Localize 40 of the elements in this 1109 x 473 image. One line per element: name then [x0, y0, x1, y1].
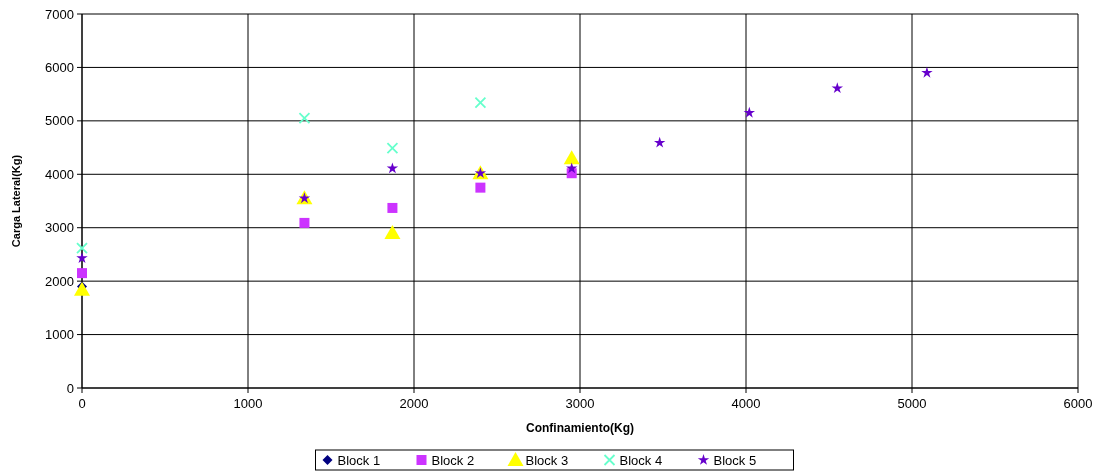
point	[743, 106, 756, 118]
y-tick-label: 1000	[45, 327, 74, 343]
y-tick-label: 4000	[45, 166, 74, 182]
point	[298, 112, 311, 125]
point	[74, 281, 90, 296]
y-tick-label: 2000	[45, 273, 74, 289]
x-tick-label: 1000	[233, 396, 263, 411]
legend-label: Block 3	[525, 452, 569, 468]
x-tick-label: 6000	[1063, 396, 1093, 411]
point	[386, 142, 399, 155]
point	[76, 252, 88, 264]
x-tick-label: 3000	[565, 396, 595, 411]
x-tick-label: 2000	[399, 396, 429, 411]
legend-label: Block 2	[431, 452, 475, 468]
point	[475, 182, 486, 193]
point	[386, 162, 399, 174]
point	[831, 82, 844, 94]
point	[384, 225, 401, 240]
point	[77, 268, 87, 279]
legend-label: Block 5	[713, 452, 757, 468]
x-tick-label: 0	[78, 396, 86, 411]
y-tick-label: 6000	[45, 59, 74, 75]
y-tick-label: 3000	[45, 220, 74, 236]
point	[565, 162, 578, 174]
point	[921, 66, 933, 78]
legend-label: Block 4	[619, 452, 663, 468]
y-axis-title: Carga Lateral(Kg)	[10, 154, 22, 248]
legend-label: Block 1	[337, 452, 381, 468]
y-tick-label: 7000	[45, 6, 74, 22]
point	[76, 242, 88, 254]
point	[299, 217, 310, 228]
x-axis-title: Confinamiento(Kg)	[526, 421, 634, 435]
y-tick-label: 5000	[45, 113, 74, 129]
y-tick-label: 0	[66, 380, 74, 396]
point	[653, 136, 666, 148]
x-tick-label: 4000	[731, 396, 761, 411]
point	[474, 96, 487, 109]
point	[387, 202, 398, 213]
x-tick-label: 5000	[897, 396, 927, 411]
point	[563, 150, 580, 165]
